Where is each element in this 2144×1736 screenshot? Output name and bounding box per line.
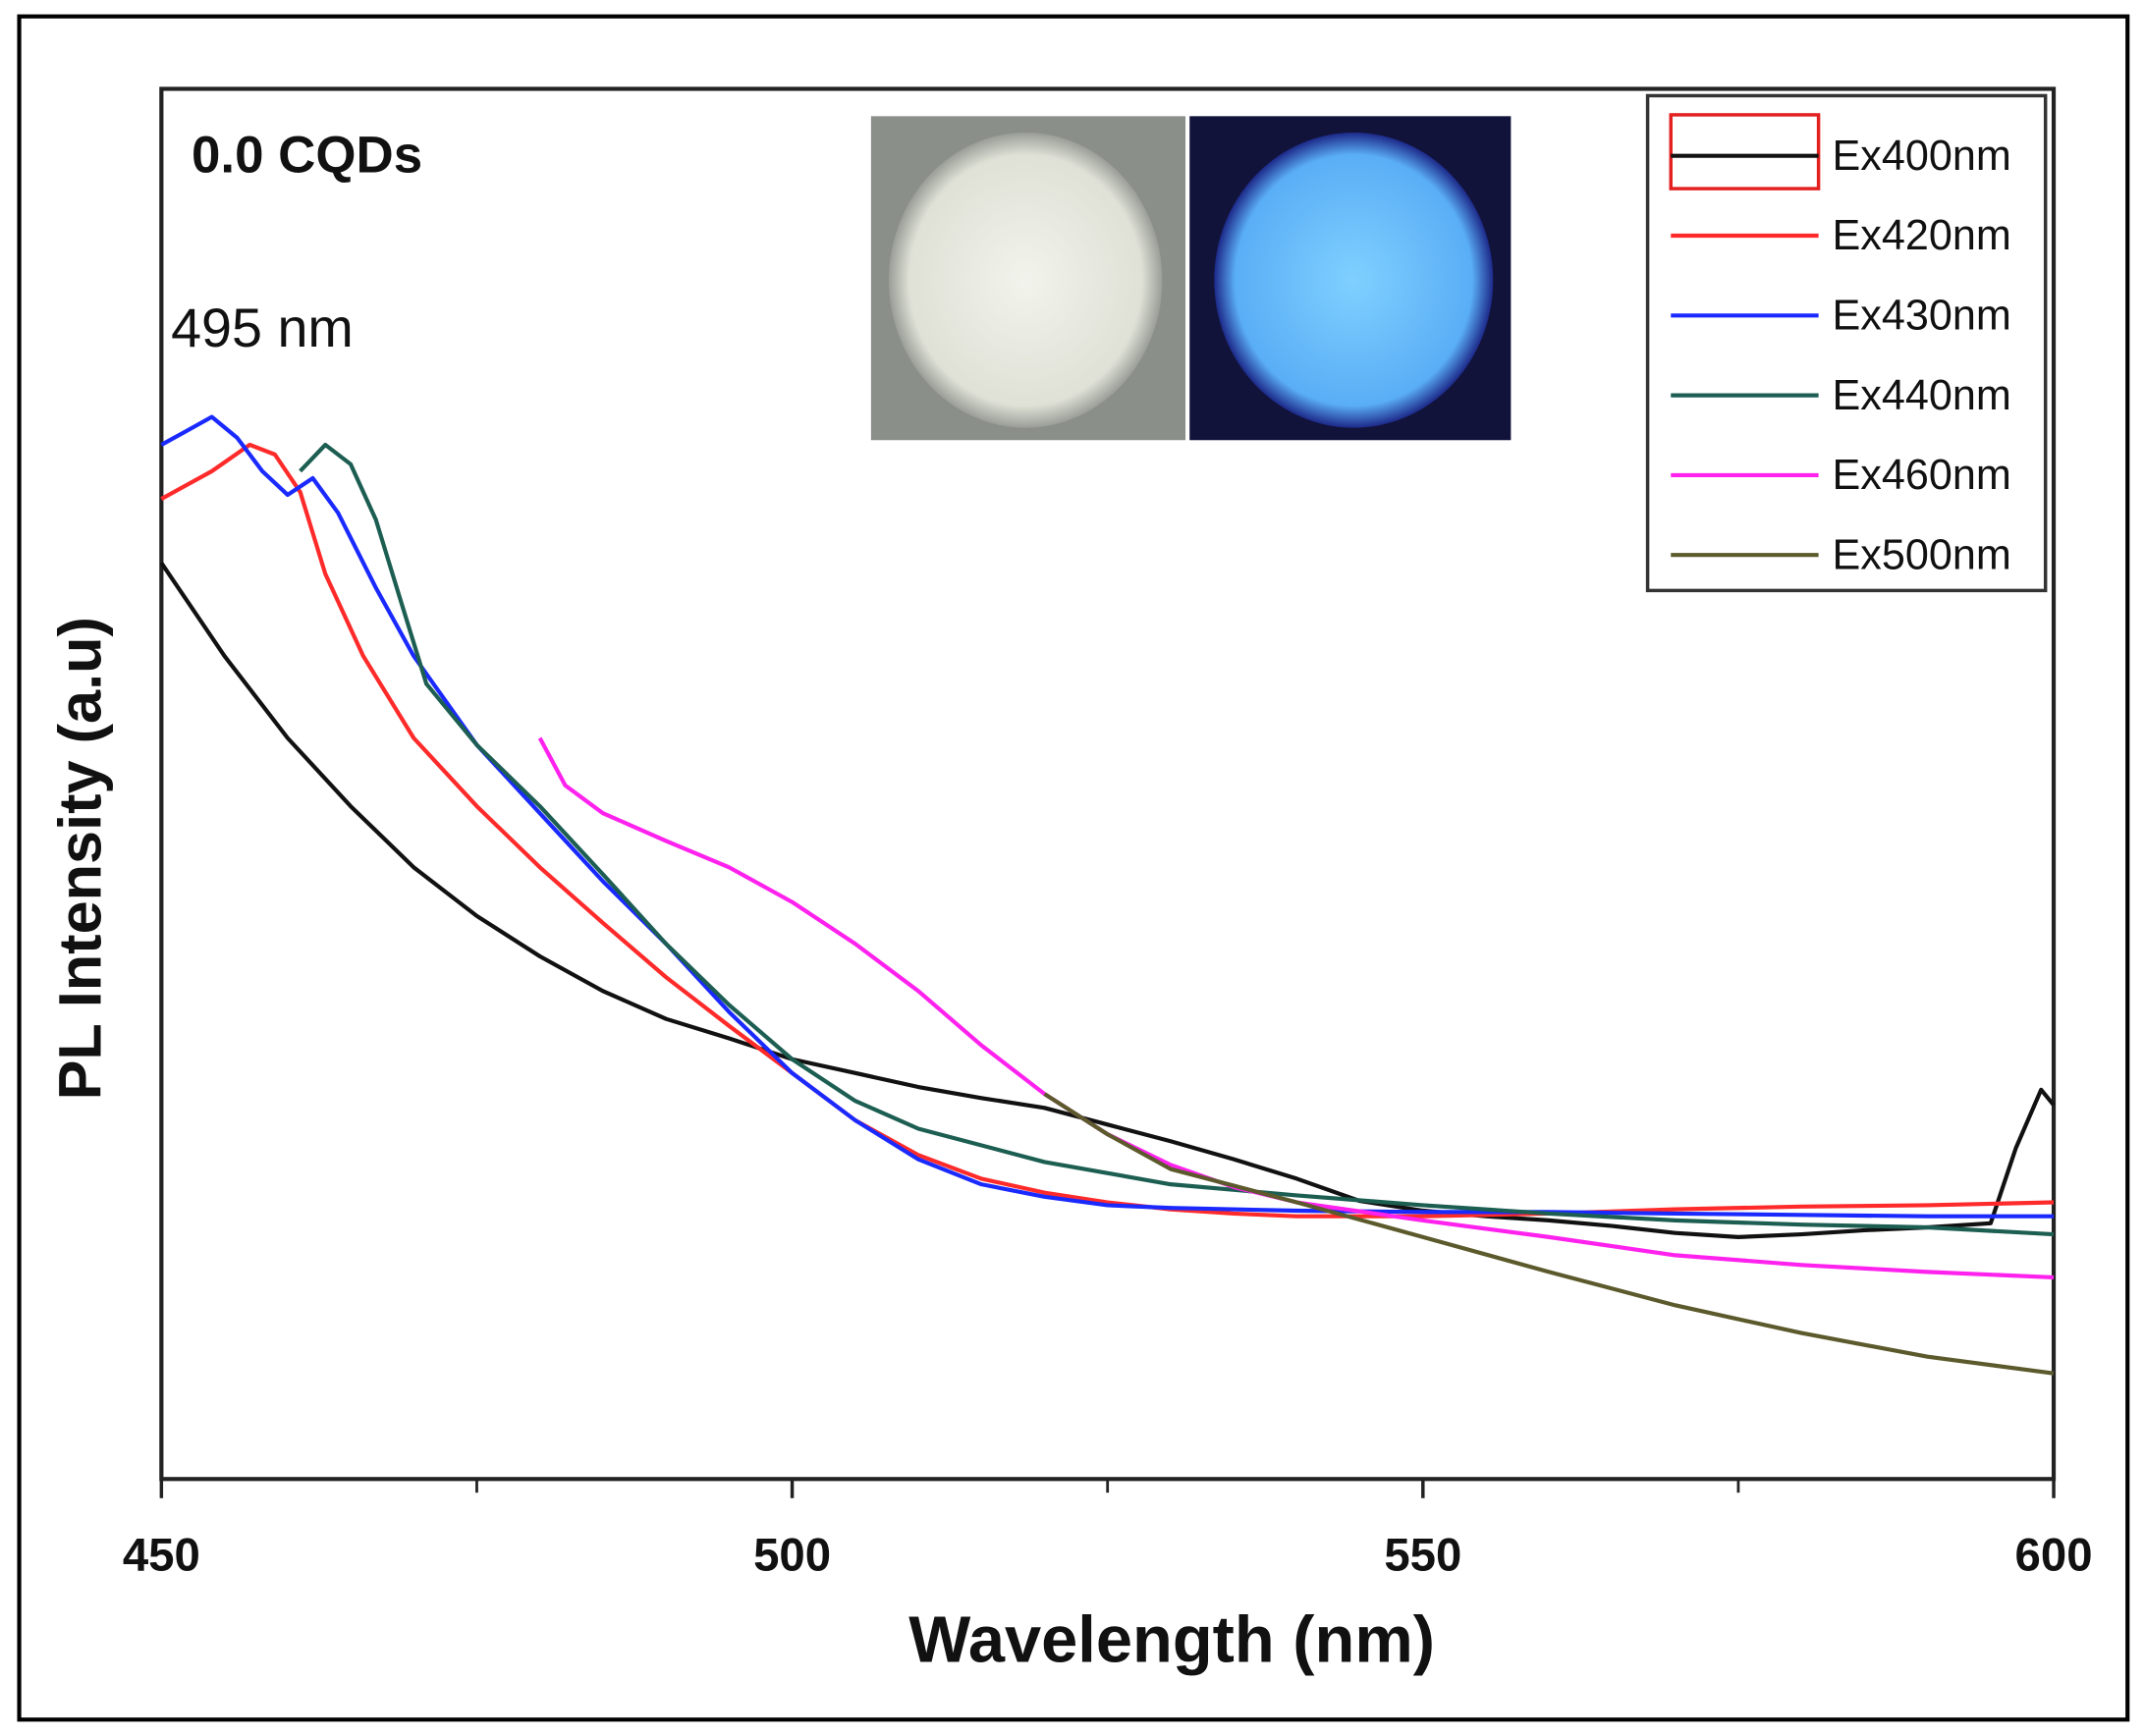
annotation: 495 nm <box>171 298 354 358</box>
legend-label: Ex500nm <box>1833 531 2011 578</box>
series-line <box>159 562 2056 1239</box>
y-axis-label: PL Intensity (a.u) <box>47 617 114 1100</box>
legend-label: Ex440nm <box>1833 372 2011 419</box>
x-axis-label: Wavelength (nm) <box>908 1603 1435 1676</box>
series-line <box>299 442 2055 1237</box>
legend-label: Ex430nm <box>1833 292 2011 339</box>
legend-box <box>1645 93 2048 593</box>
x-tick-label: 500 <box>753 1530 831 1582</box>
series-line <box>160 414 2055 1219</box>
x-tick-label: 550 <box>1384 1530 1461 1582</box>
x-tick-label: 450 <box>123 1530 200 1582</box>
powder-daylight <box>888 133 1163 428</box>
powder-uv <box>1214 133 1494 428</box>
series-line <box>1043 1092 2055 1376</box>
legend-label: Ex400nm <box>1833 133 2011 180</box>
legend-label: Ex420nm <box>1833 212 2011 259</box>
chart-title: 0.0 CQDs <box>192 126 422 184</box>
legend-label: Ex460nm <box>1833 452 2011 499</box>
inset-photos <box>870 116 1512 441</box>
highlight-box <box>1669 113 1821 190</box>
x-tick-label: 600 <box>2015 1530 2093 1582</box>
